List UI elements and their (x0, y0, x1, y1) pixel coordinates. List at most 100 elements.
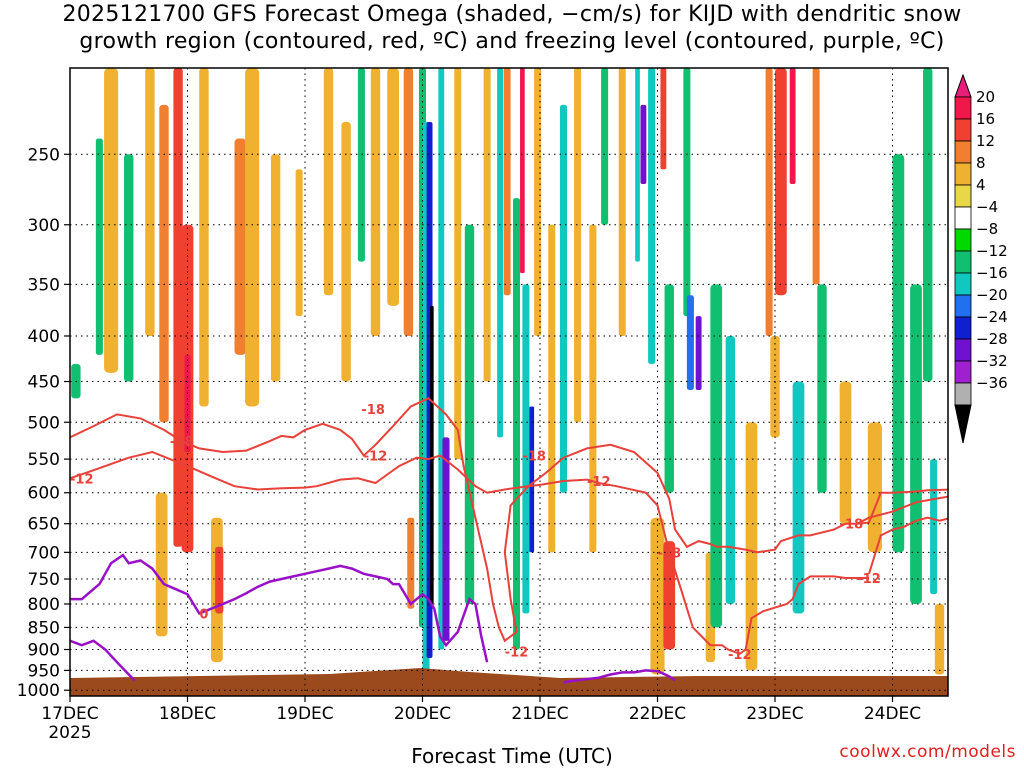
omega-band (683, 68, 691, 317)
x-axis-title: Forecast Time (UTC) (411, 744, 613, 768)
omega-band (640, 104, 647, 185)
colorbar-bottom-arrow (954, 404, 972, 444)
omega-band (789, 68, 796, 185)
colorbar-label: −28 (976, 330, 1008, 348)
colorbar-swatch (954, 118, 972, 142)
omega-band (529, 406, 535, 553)
contour-label: -12 (364, 450, 388, 465)
contour-label: -18 (170, 435, 194, 450)
omega-band (483, 68, 491, 382)
freezing-level-contour (563, 669, 676, 684)
colorbar-swatch (954, 316, 972, 340)
omega-band (503, 68, 511, 296)
omega-band (910, 284, 922, 604)
y-tick-label: 700 (28, 543, 60, 563)
x-tick-label: 20DEC (394, 704, 451, 724)
omega-band (812, 68, 820, 285)
colorbar-label: −24 (976, 308, 1008, 326)
omega-band (775, 68, 787, 296)
omega-band (357, 68, 365, 262)
y-tick-label: 250 (28, 145, 60, 165)
omega-band (430, 305, 434, 604)
contour-label: -18 (840, 518, 864, 533)
omega-band (635, 68, 640, 262)
y-tick-label: 500 (28, 413, 60, 433)
omega-band (770, 335, 780, 438)
omega-band (559, 104, 568, 493)
omega-band (295, 169, 303, 317)
dgz-minus12-contour (868, 516, 948, 575)
y-tick-label: 300 (28, 216, 60, 236)
omega-band (184, 354, 191, 453)
omega-band (601, 68, 609, 225)
x-tick-label: 19DEC (276, 704, 333, 724)
omega-shading-layer (71, 68, 945, 675)
y-tick-label: 800 (28, 595, 60, 615)
contour-label: -12 (857, 572, 881, 587)
colorbar-swatch (954, 294, 972, 318)
y-tick-label: 950 (28, 661, 60, 681)
contour-layer (70, 397, 948, 684)
omega-band (934, 603, 945, 675)
y-axis: 250 300 350 400 450 500 550 600 650 700 750 800 850 9… (17, 145, 70, 701)
x-axis: 17DEC 18DEC 19DEC 20DEC 21DEC 22DEC 23DEC 24DEC… (41, 696, 921, 743)
omega-band (923, 68, 933, 382)
omega-band (839, 381, 852, 524)
freezing-level-contour (70, 639, 136, 682)
y-tick-label: 750 (28, 570, 60, 590)
omega-band (765, 68, 773, 336)
gridlines-layer (70, 68, 948, 696)
colorbar: 20 16 12 8 4 −4 −8 −12 −16 −20 −24 −28 −32 −36 (954, 73, 1008, 444)
x-tick-label: 17DEC (41, 704, 98, 724)
chart-title-line-1: 2025121700 GFS Forecast Omega (shaded, −… (62, 2, 962, 27)
colorbar-swatch (954, 140, 972, 164)
omega-band (95, 138, 103, 355)
omega-band (104, 68, 119, 373)
colorbar-swatch (954, 382, 972, 406)
x-tick-label: 22DEC (629, 704, 686, 724)
contour-label-layer: -18 -12 -18 -12 -18 -12 -12 -18 -12 -18 -12 0 (70, 403, 881, 663)
colorbar-swatch (954, 184, 972, 208)
omega-band (745, 422, 758, 671)
colorbar-label: 4 (976, 176, 986, 194)
y-tick-label: 550 (28, 450, 60, 470)
omega-band (173, 68, 183, 547)
omega-band (618, 68, 626, 336)
x-year-label: 2025 (48, 723, 91, 743)
contour-label: -18 (522, 450, 546, 465)
colorbar-swatch (954, 206, 972, 230)
omega-band (664, 284, 674, 493)
contour-label: -12 (70, 472, 94, 487)
colorbar-swatch (954, 162, 972, 186)
omega-band (522, 284, 530, 614)
colorbar-label: −12 (976, 242, 1008, 260)
y-tick-label: 900 (28, 641, 60, 661)
omega-band (145, 68, 155, 336)
contour-label: -12 (728, 648, 752, 663)
credit-text: coolwx.com/models (839, 742, 1016, 762)
contour-label: -18 (361, 403, 385, 418)
dgz-minus12-contour (857, 488, 948, 525)
omega-band (548, 224, 556, 553)
omega-band (387, 68, 399, 306)
omega-band (124, 154, 134, 382)
omega-band (464, 224, 475, 604)
omega-band (892, 154, 905, 553)
omega-band (574, 68, 582, 423)
colorbar-swatch (954, 96, 972, 120)
colorbar-label: −20 (976, 286, 1008, 304)
omega-band (725, 335, 736, 604)
omega-band (407, 517, 415, 609)
y-tick-label: 350 (28, 275, 60, 295)
omega-band (534, 68, 542, 336)
terrain-layer (70, 668, 948, 696)
y-tick-label: 400 (28, 327, 60, 347)
omega-band (648, 68, 656, 364)
colorbar-label: 8 (976, 154, 986, 172)
x-tick-label: 21DEC (511, 704, 568, 724)
omega-band (403, 68, 414, 336)
omega-band (867, 422, 882, 553)
colorbar-top-arrow (954, 73, 972, 98)
colorbar-swatch (954, 338, 972, 362)
omega-band (512, 198, 521, 650)
